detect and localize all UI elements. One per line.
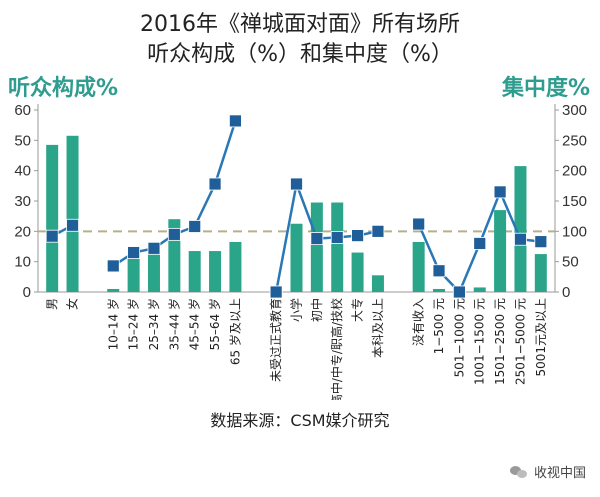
marker-education-3 xyxy=(330,230,344,244)
left-tick-label: 0 xyxy=(23,284,31,301)
left-tick-label: 20 xyxy=(14,223,31,240)
bar-income-5 xyxy=(514,166,527,292)
left-tick-label: 10 xyxy=(14,254,31,271)
marker-income-0 xyxy=(412,217,426,231)
marker-education-0 xyxy=(269,285,283,299)
bar-age-2 xyxy=(147,246,160,292)
x-tick-label: 55–64 岁 xyxy=(207,298,222,350)
bar-education-3 xyxy=(331,202,344,292)
x-tick-label: 大专 xyxy=(350,298,365,322)
left-tick-label: 30 xyxy=(14,193,31,210)
x-tick-label: 男 xyxy=(45,298,59,310)
right-tick-label: 150 xyxy=(562,193,587,210)
x-tick-label: 2501−5000 元 xyxy=(513,298,527,385)
marker-income-4 xyxy=(493,185,507,199)
x-tick-label: 35–44 岁 xyxy=(166,298,181,350)
marker-age-1 xyxy=(127,246,141,259)
bar-age-4 xyxy=(188,251,201,292)
marker-age-0 xyxy=(106,259,120,273)
bar-education-4 xyxy=(351,252,364,292)
right-axis-title: 集中度% xyxy=(501,76,590,101)
marker-age-2 xyxy=(147,241,161,255)
bar-age-6 xyxy=(229,241,242,292)
bar-education-2 xyxy=(310,202,323,292)
x-tick-label: 5001元及以上 xyxy=(534,298,548,377)
right-tick-label: 0 xyxy=(562,284,570,301)
marker-age-3 xyxy=(167,227,181,241)
marker-gender-1 xyxy=(66,218,79,232)
left-axis-title: 听众构成% xyxy=(8,76,119,101)
bar-education-1 xyxy=(290,223,303,292)
x-tick-label: 45–54 岁 xyxy=(187,298,202,350)
bar-education-5 xyxy=(371,275,384,292)
x-tick-label: 未受过正式教育 xyxy=(268,298,283,382)
x-tick-label: 1501−2500 元 xyxy=(493,298,507,385)
x-tick-label: 初中 xyxy=(309,298,324,322)
x-tick-label: 10–14 岁 xyxy=(105,298,120,350)
x-tick-label: 女 xyxy=(65,298,80,310)
left-tick-label: 60 xyxy=(14,102,31,119)
chart-area: 0 10 20 30 40 50 60 0 50 100 150 200 250 300 男女 10–14 岁… xyxy=(14,102,587,400)
bar-gender-1 xyxy=(66,135,79,292)
marker-education-1 xyxy=(290,177,303,191)
right-tick-label: 50 xyxy=(562,254,579,271)
marker-income-2 xyxy=(452,285,466,299)
marker-gender-0 xyxy=(45,229,59,243)
bar-gender-0 xyxy=(46,144,59,292)
x-tick-label: 25–34 岁 xyxy=(146,298,161,350)
bar-income-4 xyxy=(494,210,507,292)
marker-age-6 xyxy=(229,114,242,128)
chart-title-line1: 2016年《禅城面对面》所有场所 xyxy=(140,12,460,37)
bar-income-1 xyxy=(433,288,446,292)
marker-education-2 xyxy=(310,232,324,246)
x-tick-label: 高中/中专/职高/技校 xyxy=(329,298,344,400)
x-tick-label: 1001−1500 元 xyxy=(473,298,487,385)
marker-age-4 xyxy=(188,220,202,233)
x-tick-label: 本科及以上 xyxy=(371,298,385,358)
marker-age-5 xyxy=(208,177,222,191)
x-tick-label: 15–24 岁 xyxy=(126,298,141,350)
right-tick-label: 300 xyxy=(562,102,587,119)
left-tick-label: 50 xyxy=(14,132,31,149)
x-tick-label: 501−1000 元 xyxy=(452,298,466,377)
bar-age-1 xyxy=(127,258,140,292)
bar-age-0 xyxy=(107,288,120,292)
left-tick-label: 40 xyxy=(14,163,31,180)
marker-income-3 xyxy=(473,237,487,250)
x-tick-label: 没有收入 xyxy=(411,298,426,346)
bar-age-5 xyxy=(209,251,222,292)
bar-income-3 xyxy=(473,287,486,292)
x-tick-label: 1−500 元 xyxy=(432,298,446,354)
bar-income-6 xyxy=(534,254,547,292)
right-tick-label: 250 xyxy=(562,132,587,149)
marker-education-4 xyxy=(351,229,364,242)
right-tick-label: 200 xyxy=(562,163,587,180)
x-tick-label: 小学 xyxy=(289,298,304,322)
bar-income-0 xyxy=(412,241,425,292)
marker-income-6 xyxy=(534,235,548,249)
marker-education-5 xyxy=(371,224,385,238)
marker-income-1 xyxy=(432,264,446,278)
wechat-icon xyxy=(509,465,528,479)
marker-income-5 xyxy=(514,232,527,246)
watermark: 收视中国 xyxy=(509,462,586,481)
right-tick-label: 100 xyxy=(562,223,587,240)
watermark-text: 收视中国 xyxy=(533,466,586,481)
source-note: 数据来源：CSM媒介研究 xyxy=(210,411,390,430)
chart-title-line2: 听众构成（%）和集中度（%） xyxy=(147,42,453,67)
x-tick-label: 65 岁及以上 xyxy=(227,298,242,365)
